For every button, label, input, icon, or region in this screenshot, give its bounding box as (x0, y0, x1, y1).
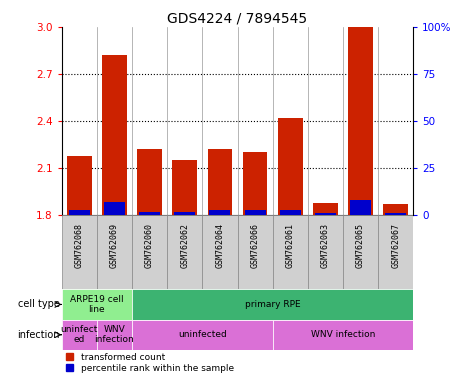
Text: WNV infection: WNV infection (311, 330, 375, 339)
Text: GSM762065: GSM762065 (356, 223, 365, 268)
Bar (174, 212, 195, 215)
Text: uninfected: uninfected (178, 330, 227, 339)
Text: GSM762063: GSM762063 (321, 223, 330, 268)
Bar (132, 319, 273, 350)
Bar (280, 210, 301, 215)
Bar (97, 215, 132, 289)
Text: GSM762067: GSM762067 (391, 223, 400, 268)
Bar (102, 55, 127, 215)
Text: primary RPE: primary RPE (245, 300, 301, 309)
Bar (273, 319, 413, 350)
Bar (343, 215, 378, 289)
Bar (97, 319, 132, 350)
Title: GDS4224 / 7894545: GDS4224 / 7894545 (167, 12, 308, 26)
Bar (139, 212, 160, 215)
Text: ARPE19 cell
line: ARPE19 cell line (70, 295, 124, 314)
Bar (167, 215, 202, 289)
Bar (350, 200, 371, 215)
Bar (202, 215, 238, 289)
Bar (209, 210, 230, 215)
Bar (62, 319, 97, 350)
Text: GSM762068: GSM762068 (75, 223, 84, 268)
Bar (383, 204, 408, 215)
Bar (208, 149, 232, 215)
Text: infection: infection (18, 330, 60, 340)
Bar (243, 152, 267, 215)
Bar (245, 210, 266, 215)
Bar (62, 289, 132, 319)
Bar (273, 215, 308, 289)
Bar (313, 203, 338, 215)
Bar (315, 214, 336, 215)
Text: GSM762062: GSM762062 (180, 223, 189, 268)
Text: GSM762069: GSM762069 (110, 223, 119, 268)
Text: WNV
infection: WNV infection (95, 325, 134, 344)
Bar (238, 215, 273, 289)
Bar (104, 202, 125, 215)
Bar (308, 215, 343, 289)
Bar (132, 289, 413, 319)
Bar (69, 210, 90, 215)
Bar (137, 149, 162, 215)
Text: GSM762066: GSM762066 (251, 223, 259, 268)
Legend: transformed count, percentile rank within the sample: transformed count, percentile rank withi… (66, 353, 234, 373)
Bar (67, 156, 92, 215)
Bar (348, 27, 373, 215)
Bar (378, 215, 413, 289)
Text: GSM762064: GSM762064 (216, 223, 224, 268)
Text: GSM762061: GSM762061 (286, 223, 294, 268)
Bar (172, 161, 197, 215)
Bar (132, 215, 167, 289)
Text: cell type: cell type (18, 300, 60, 310)
Bar (62, 215, 97, 289)
Text: uninfect
ed: uninfect ed (61, 325, 98, 344)
Bar (278, 118, 303, 215)
Text: GSM762060: GSM762060 (145, 223, 154, 268)
Bar (385, 214, 406, 215)
